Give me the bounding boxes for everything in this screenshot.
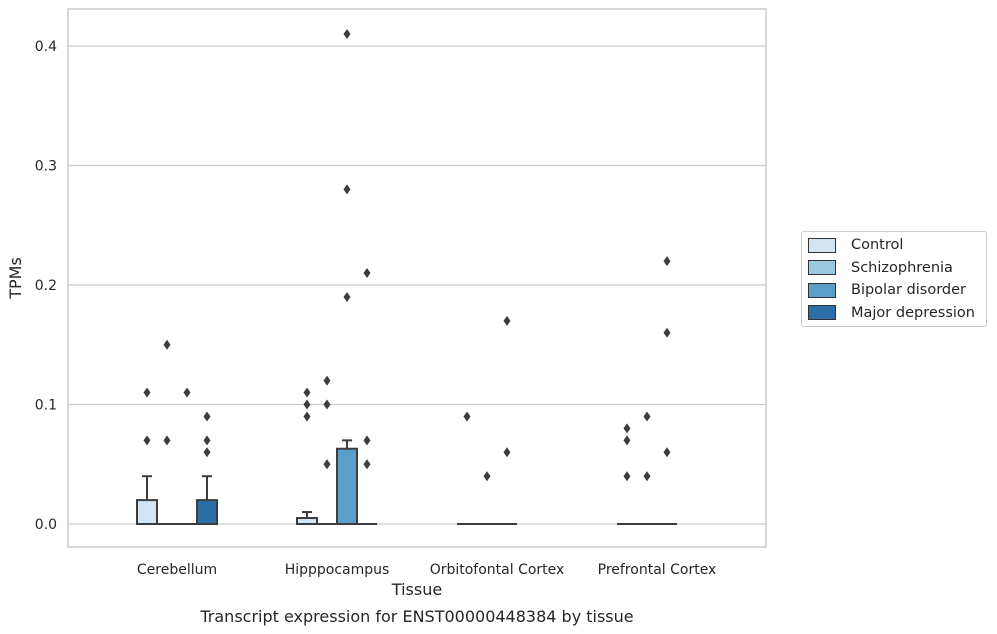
outlier-point [303,387,311,398]
outlier-point [343,291,351,302]
outlier-point [203,411,211,422]
outlier-point [643,411,651,422]
y-axis-label: TPMs [6,257,25,300]
outlier-point [303,399,311,410]
y-tick-label: 0.1 [35,398,57,414]
box-bipolar-disorder [657,256,677,525]
x-tick-labels: Cerebellum Hipppocampus Orbitofontal Corte… [137,562,716,578]
box-control [617,423,637,525]
x-tick-label: Hipppocampus [285,562,390,578]
outlier-point [663,256,671,267]
box-schizophrenia [157,339,177,525]
legend: Control Schizophrenia Bipolar disorder Majo… [801,231,987,327]
outlier-point [623,471,631,482]
outlier-point [323,399,331,410]
box-schizophrenia [637,411,657,525]
box-body [196,499,218,526]
outlier-point [363,268,371,279]
legend-label: Control [851,237,904,254]
plot-frame [67,8,767,548]
outlier-point [623,435,631,446]
legend-item: Bipolar disorder [802,279,986,302]
x-tick-label: Cerebellum [137,562,217,578]
box-schizophrenia [477,471,497,525]
outlier-point [163,435,171,446]
plot-area [68,9,766,547]
outlier-point [663,447,671,458]
y-tick-label: 0.2 [35,278,57,294]
y-tick-label: 0.0 [35,517,57,533]
outlier-point [643,471,651,482]
outlier-point [663,327,671,338]
outlier-point [503,315,511,326]
legend-label: Schizophrenia [851,259,953,276]
box-bipolar-disorder [336,29,358,525]
box-major-depression [357,268,377,525]
outlier-point [343,29,351,40]
outlier-point [203,435,211,446]
legend-item: Control [802,234,986,257]
box-bipolar-disorder [177,387,197,525]
x-axis-label: Tissue [391,580,442,599]
box-control [296,387,318,526]
outlier-point [463,411,471,422]
y-tick-labels: 0.0 0.1 0.2 0.3 0.4 [35,39,57,533]
box-major-depression [196,411,218,526]
legend-swatch [808,237,836,253]
y-tick-label: 0.3 [35,159,57,175]
outlier-point [623,423,631,434]
legend-swatch [808,260,836,276]
outlier-point [163,339,171,350]
box-control [457,411,477,525]
box-body [336,447,358,525]
outlier-point [143,387,151,398]
outlier-point [323,459,331,470]
outlier-point [143,435,151,446]
outlier-point [363,459,371,470]
box-bipolar-disorder [497,315,517,525]
outlier-point [203,447,211,458]
legend-label: Major depression [851,304,975,321]
box-body [136,499,158,526]
y-tick-label: 0.4 [35,39,57,55]
figure-caption: Transcript expression for ENST0000044838… [199,607,633,626]
box-series [136,29,677,526]
outlier-point [483,471,491,482]
outlier-point [343,184,351,195]
legend-swatch [808,305,836,321]
legend-swatch [808,282,836,298]
x-tick-label: Orbitofontal Cortex [430,562,565,578]
outlier-point [363,435,371,446]
outlier-point [183,387,191,398]
box-control [136,387,158,526]
x-tick-label: Prefrontal Cortex [598,562,717,578]
legend-label: Bipolar disorder [851,282,966,299]
outlier-point [323,375,331,386]
legend-item: Major depression [802,302,986,325]
outlier-point [503,447,511,458]
box-schizophrenia [317,375,337,525]
outlier-point [303,411,311,422]
legend-item: Schizophrenia [802,257,986,280]
